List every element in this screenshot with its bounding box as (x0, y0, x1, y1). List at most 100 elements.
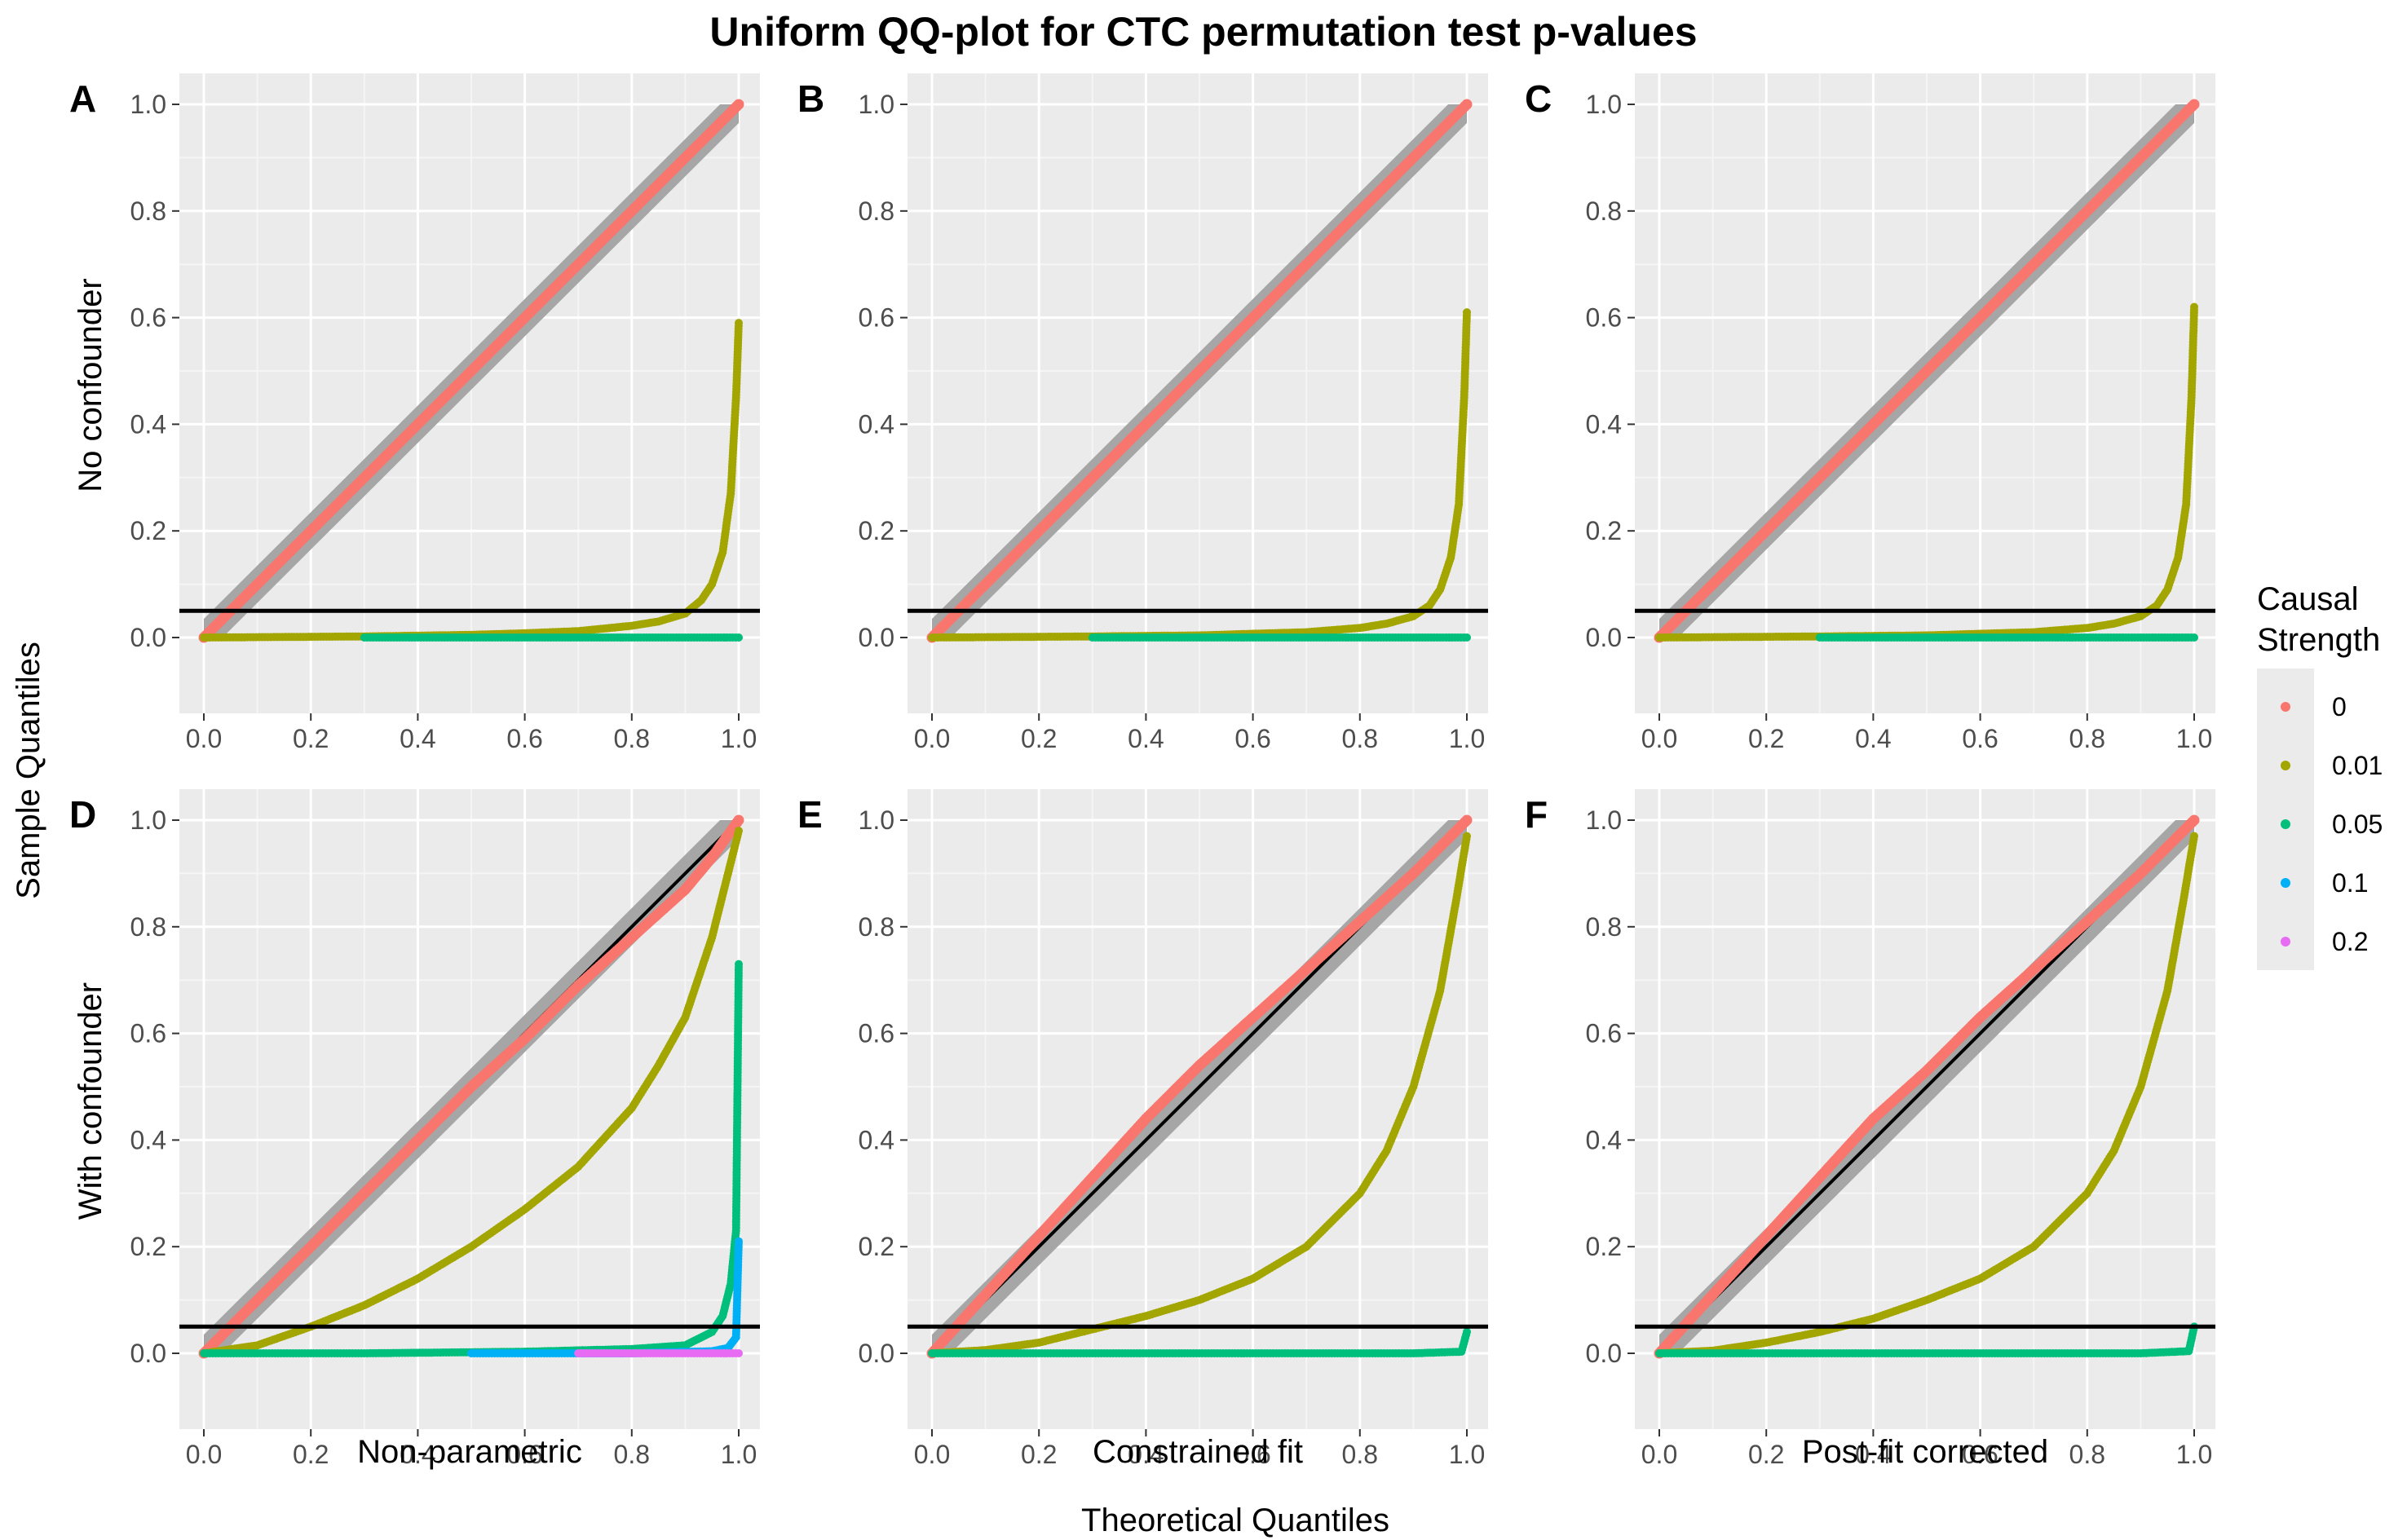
series-strength-0.01 (200, 319, 743, 642)
y-tick-label: 1.0 (859, 805, 894, 835)
y-tick-label: 0.0 (130, 1339, 166, 1368)
y-tick-label: 0.0 (1586, 1339, 1622, 1368)
legend-label: 0.05 (2332, 810, 2383, 839)
legend-swatch (2281, 761, 2290, 770)
series-strength-0 (198, 99, 744, 643)
x-tick-label: 0.0 (186, 1440, 222, 1469)
y-tick-label: 0.4 (859, 1125, 894, 1154)
y-axis-title: Sample Quantiles (11, 642, 46, 899)
x-tick-label: 1.0 (721, 1440, 757, 1469)
x-tick-label: 0.2 (293, 1440, 329, 1469)
panel-c: 0.0 0.2 0.4 0.6 0.8 1.00.00.20.40.60.81.0C (1525, 73, 2215, 753)
legend-swatch (2281, 878, 2290, 888)
series-strength-0.05 (1088, 633, 1471, 642)
row-label: No confounder (73, 278, 108, 492)
column-label: Post-fit corrected (1802, 1434, 2048, 1470)
legend-title: Strength (2257, 622, 2380, 658)
row-label: With confounder (73, 982, 108, 1220)
data-point (735, 1237, 743, 1246)
data-point (735, 319, 743, 328)
x-tick-label: 0.6 (506, 1440, 542, 1469)
y-tick-label: 0.4 (130, 1125, 166, 1154)
data-point (1461, 99, 1473, 110)
y-tick-label: 1.0 (130, 805, 166, 835)
data-point (2190, 832, 2198, 841)
x-tick-label: 0.6 (1234, 724, 1270, 753)
data-point (733, 814, 744, 826)
x-tick-label: 0.0 (1641, 724, 1677, 753)
data-point (2188, 814, 2200, 826)
series-strength-0.05 (360, 633, 743, 642)
x-tick-label: 0.0 (186, 724, 222, 753)
x-tick-label: 0.2 (1021, 724, 1057, 753)
x-tick-label: 0.4 (1855, 724, 1891, 753)
legend-label: 0.1 (2332, 868, 2368, 898)
y-tick-label: 0.2 (1586, 1232, 1622, 1261)
y-tick-label: 0.4 (859, 409, 894, 439)
data-point (735, 960, 743, 969)
column-label: Non-parametric (357, 1434, 582, 1470)
x-tick-label: 1.0 (2176, 724, 2212, 753)
panel-d: 0.0 0.2 0.4 0.6 0.8 1.00.00.20.40.60.81.0D (69, 789, 760, 1469)
y-tick-label: 0.6 (130, 1019, 166, 1048)
series-strength-0.05 (1815, 633, 2198, 642)
legend-title: Causal (2257, 581, 2359, 617)
y-tick-label: 0.0 (130, 623, 166, 652)
panels: 0.0 0.2 0.4 0.6 0.8 1.0 0.0 0.2 0.4 0.6 0.8 1.0 A 0.0… (69, 73, 2215, 1470)
data-point (1463, 1327, 1471, 1336)
y-tick-label: 0.8 (1586, 912, 1622, 942)
y-tick-label: 0.6 (1586, 303, 1622, 333)
data-point (735, 1349, 743, 1357)
legend-label: 0 (2332, 692, 2347, 721)
y-tick-label: 0.8 (859, 912, 894, 942)
series-strength-0 (1654, 99, 2200, 643)
panel-e: 0.0 0.2 0.4 0.6 0.8 1.00.00.20.40.60.81.0E (797, 789, 1488, 1469)
data-point (1461, 814, 1473, 826)
y-tick-label: 0.2 (859, 516, 894, 545)
panel-letter: D (69, 793, 96, 836)
x-tick-label: 0.0 (1641, 1440, 1677, 1469)
y-tick-label: 0.6 (859, 1019, 894, 1048)
y-tick-label: 0.2 (130, 516, 166, 545)
y-tick-label: 0.6 (1586, 1019, 1622, 1048)
x-axis-title: Theoretical Quantiles (1081, 1502, 1389, 1538)
y-tick-label: 0.6 (859, 303, 894, 333)
series-strength-0 (198, 814, 744, 1359)
series-strength-0.2 (574, 1349, 743, 1357)
y-tick-label: 0.0 (859, 623, 894, 652)
y-tick-label: 0.2 (1586, 516, 1622, 545)
x-tick-label: 0.4 (1128, 724, 1164, 753)
x-tick-label: 1.0 (2176, 1440, 2212, 1469)
x-tick-label: 0.8 (2069, 724, 2105, 753)
x-tick-label: 0.2 (1748, 724, 1784, 753)
y-tick-label: 1.0 (859, 90, 894, 119)
panel-letter: C (1525, 77, 1552, 120)
y-tick-label: 1.0 (1586, 90, 1622, 119)
x-tick-label: 0.6 (506, 724, 542, 753)
data-point (1463, 308, 1471, 317)
x-tick-label: 0.8 (2069, 1440, 2105, 1469)
x-tick-label: 0.6 (1962, 724, 1998, 753)
y-tick-label: 0.0 (859, 1339, 894, 1368)
data-point (1463, 832, 1471, 841)
series-strength-0 (926, 99, 1473, 643)
panel-letter: A (69, 77, 96, 120)
y-tick-label: 1.0 (130, 90, 166, 119)
data-point (735, 633, 743, 642)
column-label: Constrained fit (1093, 1434, 1303, 1470)
data-point (735, 827, 743, 836)
x-tick-label: 0.8 (614, 1440, 650, 1469)
x-tick-label: 0.8 (614, 724, 650, 753)
legend-label: 0.2 (2332, 927, 2368, 956)
panel-a: 0.0 0.2 0.4 0.6 0.8 1.00.00.20.40.60.81.0A (69, 73, 760, 753)
x-tick-label: 0.2 (293, 724, 329, 753)
y-tick-label: 0.4 (1586, 409, 1622, 439)
data-point (733, 99, 744, 110)
legend-swatch (2281, 819, 2290, 829)
data-point (2190, 633, 2198, 642)
panel-f: 0.0 0.2 0.4 0.6 0.8 1.00.00.20.40.60.81.0F (1525, 789, 2215, 1469)
y-tick-label: 0.4 (1586, 1125, 1622, 1154)
y-tick-label: 0.8 (130, 912, 166, 942)
